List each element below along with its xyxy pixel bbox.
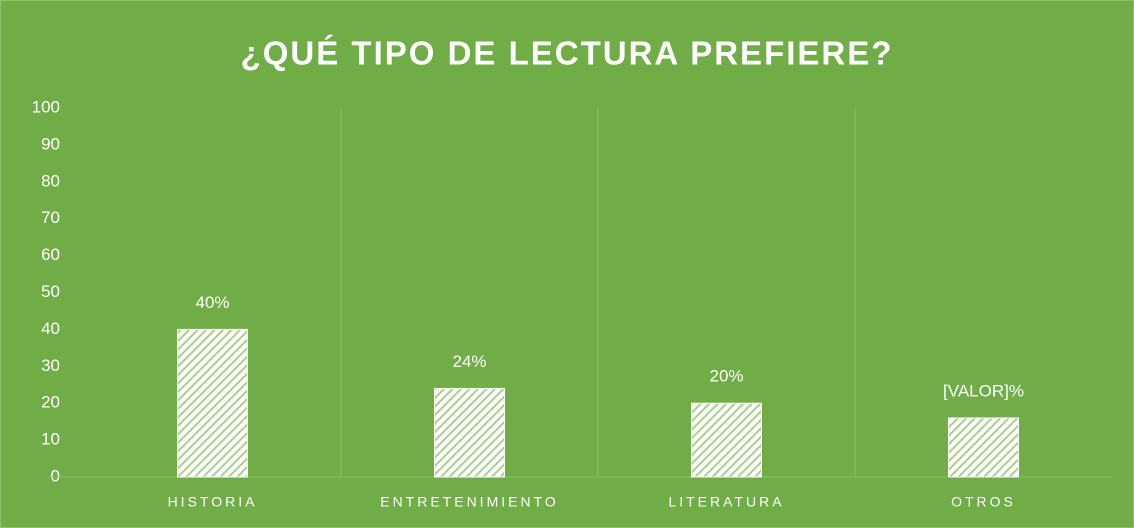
- bar: [177, 328, 248, 478]
- x-tick-label: ENTRETENIMIENTO: [380, 494, 559, 510]
- y-tick-label: 20: [41, 393, 60, 412]
- y-tick-label: 80: [41, 171, 60, 190]
- chart-title: ¿QUÉ TIPO DE LECTURA PREFIERE?: [241, 35, 894, 72]
- data-label: 24%: [452, 352, 486, 371]
- x-tick-label: OTROS: [951, 494, 1016, 510]
- y-tick-label: 30: [41, 356, 60, 375]
- y-tick-label: 100: [32, 97, 60, 116]
- bar: [948, 417, 1019, 478]
- data-label: 20%: [709, 367, 743, 386]
- bar: [434, 387, 505, 478]
- y-tick-label: 60: [41, 245, 60, 264]
- y-tick-label: 50: [41, 282, 60, 301]
- y-tick-label: 90: [41, 134, 60, 153]
- data-label: [VALOR]%: [943, 381, 1024, 400]
- x-tick-label: HISTORIA: [168, 494, 258, 510]
- y-tick-label: 10: [41, 430, 60, 449]
- data-label: 40%: [195, 293, 229, 312]
- x-tick-label: LITERATURA: [668, 494, 784, 510]
- bar: [691, 402, 762, 478]
- y-tick-label: 70: [41, 208, 60, 227]
- y-tick-label: 0: [51, 466, 60, 485]
- y-tick-label: 40: [41, 319, 60, 338]
